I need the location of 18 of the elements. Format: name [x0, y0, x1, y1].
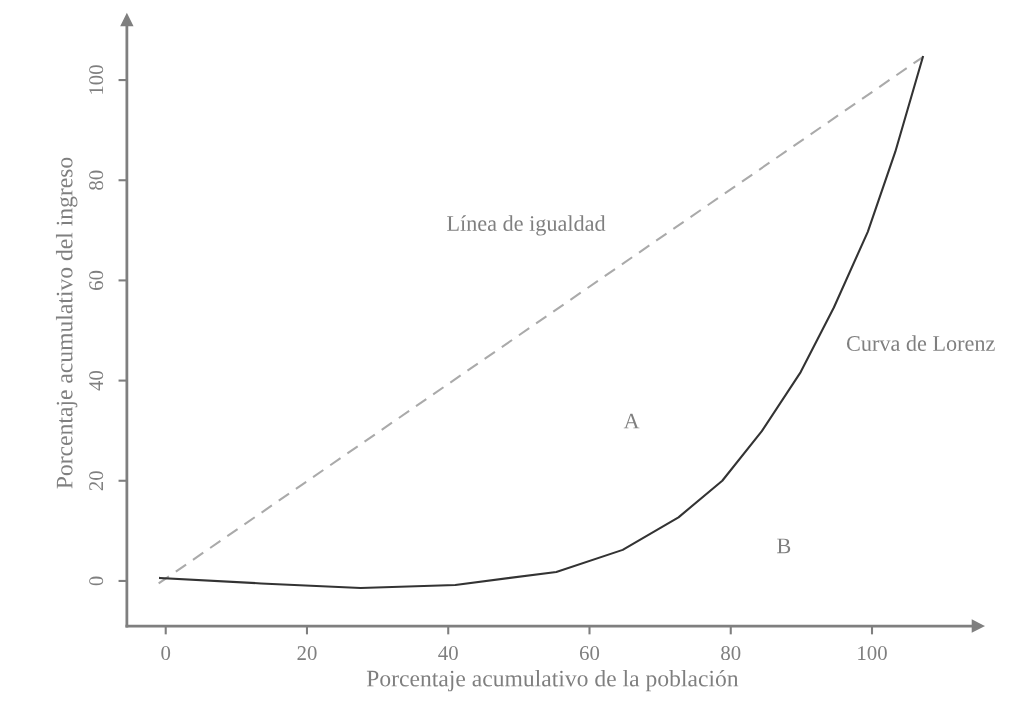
- y-axis-title: Porcentaje acumulativo del ingreso: [55, 157, 78, 489]
- annotation: Curva de Lorenz: [846, 335, 995, 351]
- x-tick-label: 0: [161, 646, 171, 661]
- y-tick-label: 60: [89, 270, 104, 290]
- x-tick-label: 20: [297, 646, 317, 661]
- annotation: Línea de igualdad: [447, 215, 606, 236]
- x-tick-label: 40: [438, 646, 458, 661]
- annotation: B: [777, 538, 791, 554]
- x-axis-title: Porcentaje acumulativo de la población: [366, 669, 739, 692]
- x-tick-label: 80: [721, 646, 741, 661]
- x-tick-label: 60: [579, 646, 600, 661]
- y-tick-label: 80: [89, 170, 104, 190]
- annotation: A: [623, 413, 640, 429]
- y-tick-label: 40: [89, 370, 104, 391]
- y-tick-label: 100: [89, 65, 104, 94]
- x-tick-label: 100: [858, 646, 887, 661]
- y-tick-label: 20: [89, 471, 104, 491]
- y-tick-label: 0: [89, 576, 104, 586]
